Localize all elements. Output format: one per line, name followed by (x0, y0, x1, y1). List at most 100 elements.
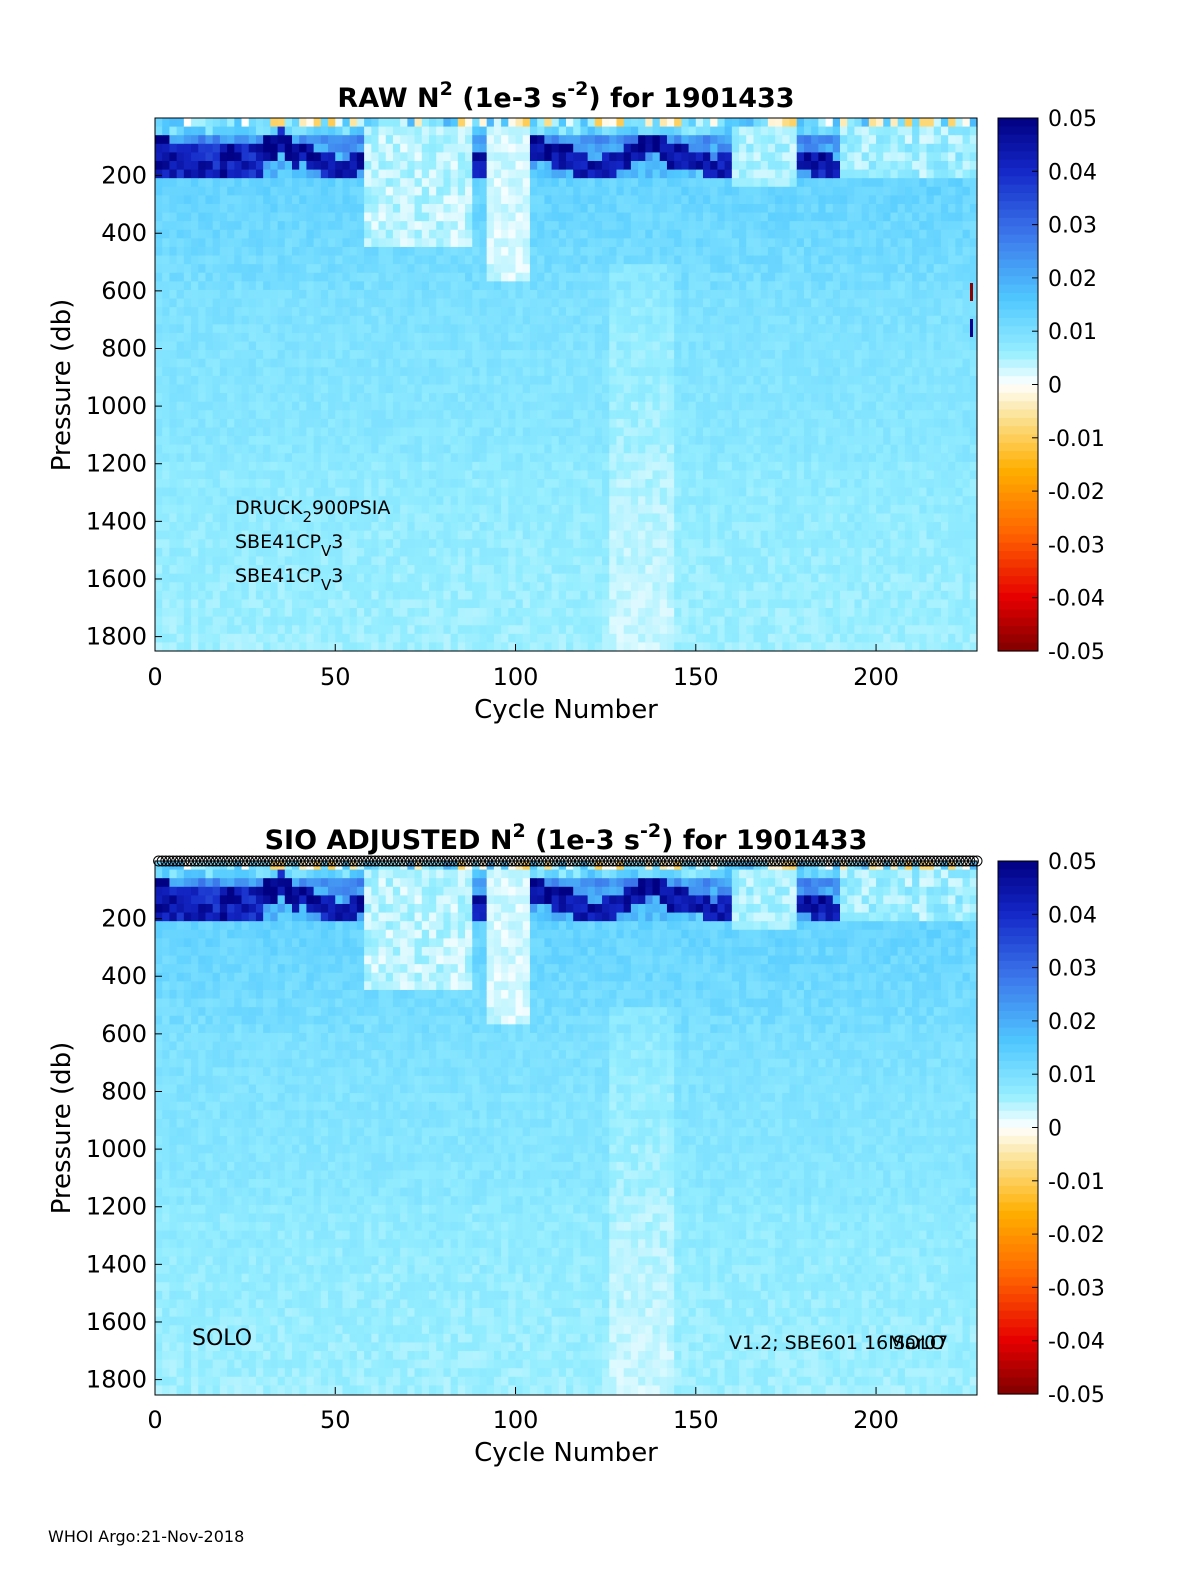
heatmap-cell (594, 427, 603, 437)
heatmap-cell (602, 479, 610, 489)
heatmap-cell (364, 522, 372, 532)
heatmap-cell (443, 229, 452, 239)
heatmap-cell (666, 203, 675, 214)
heatmap-cell (688, 246, 697, 257)
heatmap-cell (537, 298, 545, 308)
heatmap-cell (710, 453, 719, 463)
heatmap-cell (292, 453, 300, 463)
heatmap-cell (241, 401, 250, 411)
heatmap-cell (349, 384, 358, 394)
heatmap-cell (335, 264, 344, 274)
heatmap-cell (695, 547, 704, 558)
heatmap-cell (623, 590, 632, 601)
heatmap-cell (544, 444, 553, 454)
heatmap-cell (515, 358, 524, 368)
heatmap-cell (219, 590, 228, 601)
heatmap-cell (306, 212, 315, 222)
heatmap-cell (573, 307, 582, 317)
heatmap-cell (515, 470, 524, 480)
heatmap-cell (508, 539, 517, 549)
heatmap-cell (566, 324, 574, 334)
heatmap-cell (270, 169, 279, 179)
heatmap-cell (465, 453, 473, 463)
heatmap-cell (191, 513, 199, 523)
heatmap-cell (724, 590, 733, 601)
heatmap-cell (320, 298, 329, 308)
heatmap-cell (378, 169, 387, 179)
heatmap-cell (695, 169, 704, 179)
heatmap-cell (695, 410, 704, 420)
heatmap-cell (212, 221, 221, 231)
heatmap-cell (306, 307, 315, 317)
heatmap-cell (529, 289, 538, 300)
heatmap-cell (407, 565, 416, 575)
heatmap-cell (356, 436, 365, 446)
heatmap-cell (205, 307, 214, 317)
heatmap-cell (407, 530, 416, 540)
heatmap-cell (710, 504, 719, 515)
heatmap-cell (645, 350, 654, 360)
heatmap-cell (465, 160, 473, 171)
heatmap-cell (616, 307, 625, 317)
heatmap-cell (602, 221, 610, 231)
heatmap-cell (277, 195, 286, 205)
heatmap-cell (219, 221, 228, 231)
heatmap-cell (515, 633, 524, 644)
heatmap-cell (227, 565, 235, 575)
heatmap-cell (385, 324, 394, 334)
heatmap-cell (666, 582, 675, 592)
heatmap-cell (414, 384, 423, 394)
heatmap-cell (277, 556, 286, 566)
heatmap-cell (443, 341, 452, 351)
heatmap-cell (277, 530, 286, 540)
heatmap-cell (356, 461, 365, 472)
heatmap-cell (623, 281, 632, 291)
heatmap-cell (443, 375, 452, 386)
heatmap-cell (313, 496, 322, 506)
heatmap-cell (349, 289, 358, 300)
heatmap-cell (364, 169, 372, 179)
heatmap-cell (392, 281, 401, 291)
heatmap-cell (299, 479, 308, 489)
heatmap-cell (277, 573, 286, 583)
heatmap-cell (652, 358, 661, 368)
heatmap-cell (155, 444, 163, 454)
heatmap-cell (277, 487, 286, 497)
heatmap-cell (364, 479, 372, 489)
heatmap-cell (558, 427, 567, 437)
heatmap-cell (169, 436, 178, 446)
heatmap-cell (292, 539, 300, 549)
heatmap-cell (616, 350, 625, 360)
heatmap-cell (320, 229, 329, 239)
heatmap-cell (176, 315, 185, 325)
heatmap-cell (443, 203, 452, 214)
heatmap-cell (457, 461, 466, 472)
heatmap-cell (501, 504, 509, 515)
heatmap-cell (501, 341, 509, 351)
heatmap-cell (724, 264, 733, 274)
heatmap-cell (364, 160, 372, 171)
heatmap-cell (443, 487, 452, 497)
heatmap-cell (429, 203, 437, 214)
heatmap-cell (342, 178, 351, 188)
heatmap-cell (443, 393, 452, 403)
heatmap-cell (443, 410, 452, 420)
heatmap-cell (465, 143, 473, 153)
heatmap-cell (299, 143, 308, 153)
heatmap-cell (191, 487, 199, 497)
heatmap-cell (169, 599, 178, 609)
heatmap-cell (616, 341, 625, 351)
heatmap-cell (299, 496, 308, 506)
heatmap-cell (299, 461, 308, 472)
heatmap-cell (587, 436, 596, 446)
heatmap-cell (183, 212, 192, 222)
heatmap-cell (299, 341, 308, 351)
heatmap-cell (385, 341, 394, 351)
heatmap-cell (493, 616, 502, 626)
heatmap-cell (328, 307, 336, 317)
heatmap-cell (623, 496, 632, 506)
heatmap-cell (205, 496, 214, 506)
heatmap-cell (155, 324, 163, 334)
heatmap-cell (479, 367, 488, 377)
heatmap-cell (364, 143, 372, 153)
